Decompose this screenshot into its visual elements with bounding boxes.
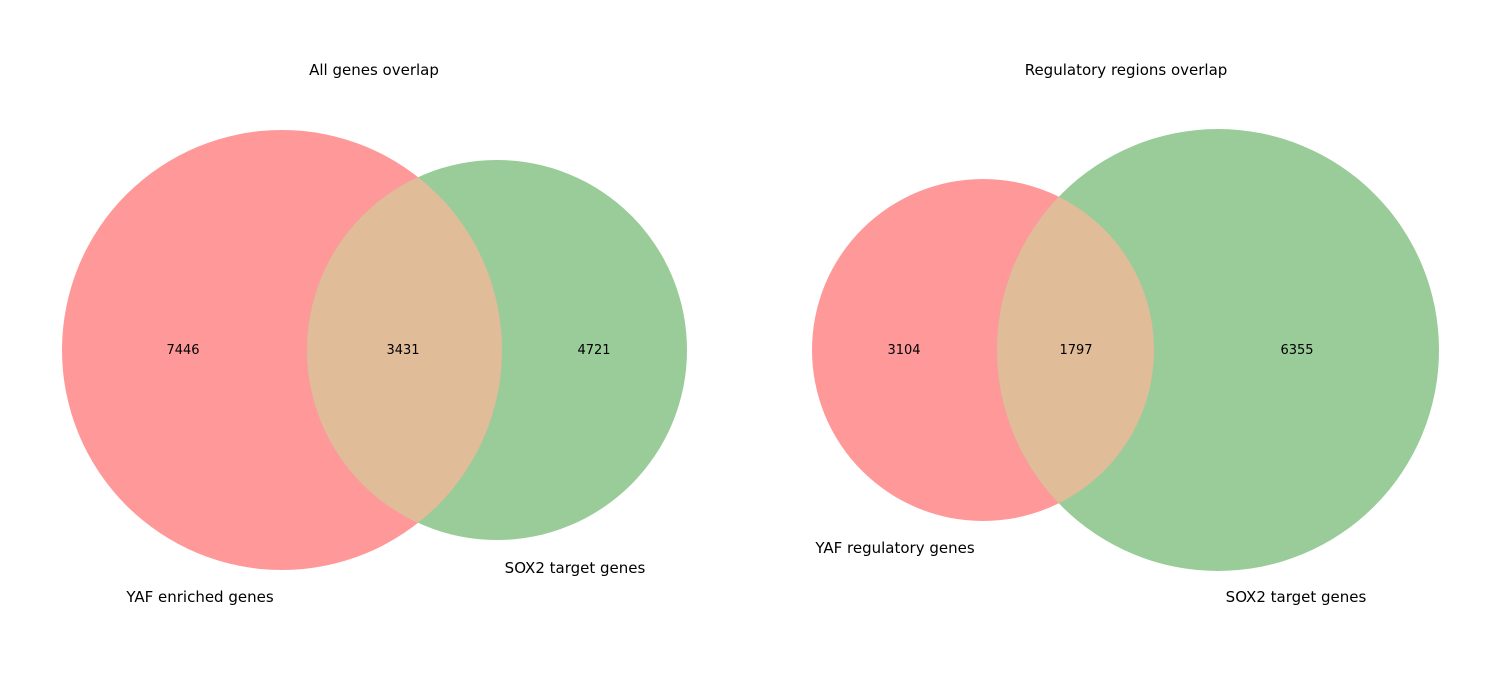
overlap-region — [997, 179, 1154, 521]
diagram-title: Regulatory regions overlap — [1025, 61, 1228, 79]
set-a-label: YAF regulatory genes — [814, 539, 974, 557]
only-b-count: 6355 — [1280, 343, 1313, 358]
overlap-count: 3431 — [386, 343, 419, 358]
venn-diagram-all-genes: All genes overlap 7446 3431 4721 YAF enr… — [62, 61, 687, 606]
overlap-count: 1797 — [1059, 343, 1092, 358]
only-a-count: 7446 — [166, 343, 199, 358]
set-a-label: YAF enriched genes — [125, 588, 273, 606]
diagram-title: All genes overlap — [309, 61, 439, 79]
venn-diagram-regulatory-regions: Regulatory regions overlap 3104 1797 635… — [812, 61, 1439, 606]
set-b-label: SOX2 target genes — [1226, 588, 1367, 606]
overlap-region — [307, 160, 502, 540]
only-a-count: 3104 — [887, 343, 920, 358]
set-b-label: SOX2 target genes — [505, 559, 646, 577]
only-b-count: 4721 — [577, 343, 610, 358]
